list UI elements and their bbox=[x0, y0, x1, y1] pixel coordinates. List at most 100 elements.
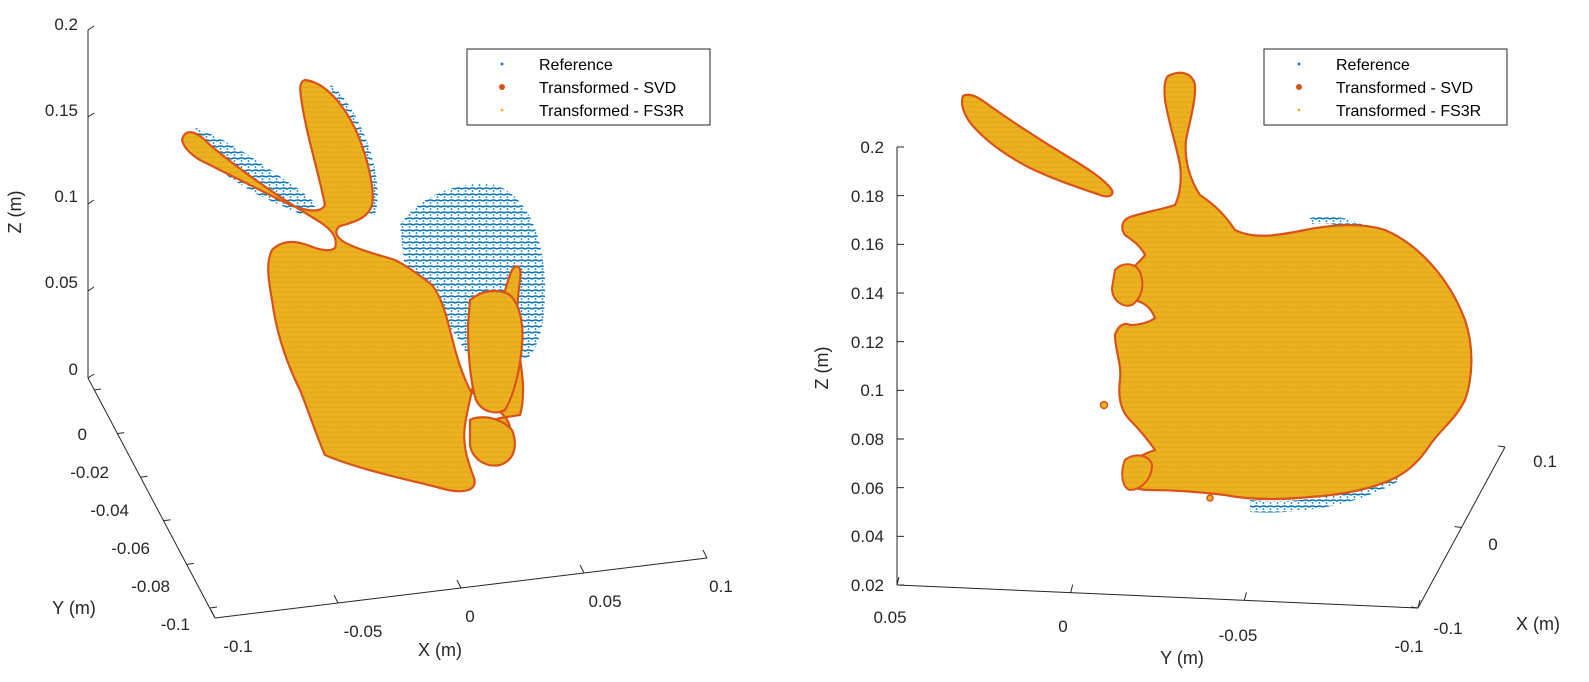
left-legend-label-svd: Transformed - SVD bbox=[539, 80, 676, 97]
right-x-tick bbox=[1497, 445, 1506, 448]
right-legend-label-fs3r: Transformed - FS3R bbox=[1336, 103, 1481, 120]
left-y-tick-label: -0.06 bbox=[111, 539, 150, 558]
left-y-tick bbox=[209, 606, 218, 609]
left-x-tick-label: 0.05 bbox=[588, 592, 621, 611]
left-z-tick-label: 0.1 bbox=[54, 187, 78, 206]
right-series-fs3r bbox=[960, 71, 1473, 502]
left-legend: Reference Transformed - SVD Transformed … bbox=[466, 48, 711, 126]
left-fs3r-body bbox=[180, 78, 525, 493]
right-tick-marks bbox=[896, 146, 1506, 609]
left-x-tick-label: 0 bbox=[465, 607, 474, 626]
left-plot: Reference Transformed - SVD Transformed … bbox=[5, 15, 733, 660]
right-fs3r-stray-point bbox=[1099, 400, 1109, 410]
right-z-tick-label: 0.2 bbox=[860, 138, 884, 157]
right-fs3r-stray-point bbox=[1206, 494, 1214, 502]
left-y-tick-label: -0.1 bbox=[161, 615, 190, 634]
right-x-tick bbox=[1454, 526, 1462, 528]
left-y-tick-label: -0.04 bbox=[90, 501, 129, 520]
left-legend-marker-fs3r bbox=[500, 108, 504, 112]
left-x-tick bbox=[579, 564, 585, 574]
left-reference-ear-back bbox=[190, 128, 318, 214]
left-legend-label-reference: Reference bbox=[539, 57, 613, 74]
left-y-tick bbox=[117, 432, 125, 435]
left-x-tick bbox=[456, 579, 462, 589]
right-x-axis-label: X (m) bbox=[1516, 614, 1560, 634]
left-fs3r-cheek bbox=[466, 289, 524, 414]
right-legend-marker-fs3r bbox=[1297, 108, 1301, 112]
left-legend-box bbox=[466, 48, 711, 126]
right-legend-label-svd: Transformed - SVD bbox=[1336, 80, 1473, 97]
right-reference-bottom-edge bbox=[1250, 470, 1400, 513]
left-y-tick-label: -0.08 bbox=[131, 577, 170, 596]
left-x-tick bbox=[702, 549, 708, 559]
right-fs3r-chest-patch bbox=[1110, 263, 1144, 307]
left-y-tick bbox=[163, 519, 171, 522]
left-z-tick bbox=[87, 199, 95, 205]
right-x-tick-label: 0 bbox=[1488, 535, 1497, 554]
right-z-tick-labels: 0.02 0.04 0.06 0.08 0.1 0.12 0.14 0.16 0… bbox=[851, 138, 884, 595]
right-y-tick bbox=[1070, 584, 1074, 593]
left-x-tick-label: -0.05 bbox=[344, 622, 383, 641]
right-z-axis-label: Z (m) bbox=[812, 347, 832, 390]
right-y-tick-label: -0.1 bbox=[1394, 637, 1423, 656]
left-z-tick-label: 0.05 bbox=[45, 273, 78, 292]
right-z-tick-label: 0.02 bbox=[851, 576, 884, 595]
left-x-axis-label: X (m) bbox=[418, 640, 462, 660]
right-y-tick-label: 0.05 bbox=[873, 608, 906, 627]
right-y-axis-label: Y (m) bbox=[1160, 648, 1204, 668]
left-y-axis-line bbox=[87, 377, 216, 619]
right-legend-box bbox=[1263, 48, 1508, 126]
left-z-tick bbox=[87, 112, 95, 118]
right-plot: Reference Transformed - SVD Transformed … bbox=[812, 48, 1560, 668]
left-series-fs3r bbox=[180, 78, 525, 493]
right-fs3r-ear bbox=[960, 93, 1114, 198]
left-x-tick bbox=[210, 609, 216, 619]
left-x-tick bbox=[333, 594, 339, 604]
left-x-tick-label: -0.1 bbox=[223, 637, 252, 656]
right-y-tick-labels: 0.05 0 -0.05 -0.1 bbox=[873, 608, 1423, 656]
left-x-tick-labels: -0.1 -0.05 0 0.05 0.1 bbox=[223, 577, 732, 656]
left-z-tick-label: 0 bbox=[69, 360, 78, 379]
left-z-tick-labels: 0 0.05 0.1 0.15 0.2 bbox=[45, 15, 78, 379]
right-z-tick-label: 0.12 bbox=[851, 333, 884, 352]
right-legend-label-reference: Reference bbox=[1336, 57, 1410, 74]
right-legend-marker-reference bbox=[1297, 62, 1301, 66]
right-legend: Reference Transformed - SVD Transformed … bbox=[1263, 48, 1508, 126]
left-z-axis-label: Z (m) bbox=[5, 191, 25, 234]
right-z-tick-label: 0.16 bbox=[851, 235, 884, 254]
left-tick-marks bbox=[87, 25, 708, 619]
left-z-tick-label: 0.15 bbox=[45, 101, 78, 120]
left-fs3r-front-patch bbox=[468, 416, 516, 467]
left-y-tick-label: 0 bbox=[78, 425, 87, 444]
right-x-tick-label: 0.1 bbox=[1533, 452, 1557, 471]
left-y-tick-label: -0.02 bbox=[70, 463, 109, 482]
right-x-tick-labels: -0.1 0 0.1 bbox=[1433, 452, 1556, 638]
left-legend-label-fs3r: Transformed - FS3R bbox=[539, 103, 684, 120]
right-fs3r-foot-patch bbox=[1121, 454, 1154, 492]
right-z-tick-label: 0.18 bbox=[851, 187, 884, 206]
left-y-tick bbox=[93, 388, 102, 391]
right-y-axis-line bbox=[896, 584, 1419, 609]
right-y-tick-label: -0.05 bbox=[1219, 626, 1258, 645]
right-y-tick bbox=[896, 576, 900, 586]
right-legend-marker-svd bbox=[1296, 84, 1302, 90]
right-x-tick-label: -0.1 bbox=[1433, 619, 1462, 638]
left-z-tick bbox=[87, 286, 95, 292]
left-z-tick-label: 0.2 bbox=[54, 15, 78, 34]
left-legend-marker-svd bbox=[499, 84, 505, 90]
right-z-tick-label: 0.06 bbox=[851, 479, 884, 498]
right-fs3r-body bbox=[1113, 71, 1473, 501]
right-y-tick bbox=[1243, 592, 1247, 601]
left-y-tick bbox=[140, 475, 148, 478]
right-y-tick-label: 0 bbox=[1058, 617, 1067, 636]
left-y-tick-labels: 0 -0.02 -0.04 -0.06 -0.08 -0.1 bbox=[70, 425, 190, 634]
right-y-tick bbox=[1417, 599, 1421, 609]
left-legend-marker-reference bbox=[500, 62, 504, 66]
right-z-tick-label: 0.14 bbox=[851, 284, 884, 303]
right-z-tick-label: 0.1 bbox=[860, 381, 884, 400]
right-z-tick-label: 0.04 bbox=[851, 527, 884, 546]
right-z-tick-label: 0.08 bbox=[851, 430, 884, 449]
left-z-tick bbox=[87, 373, 95, 379]
left-y-axis-label: Y (m) bbox=[52, 598, 96, 618]
